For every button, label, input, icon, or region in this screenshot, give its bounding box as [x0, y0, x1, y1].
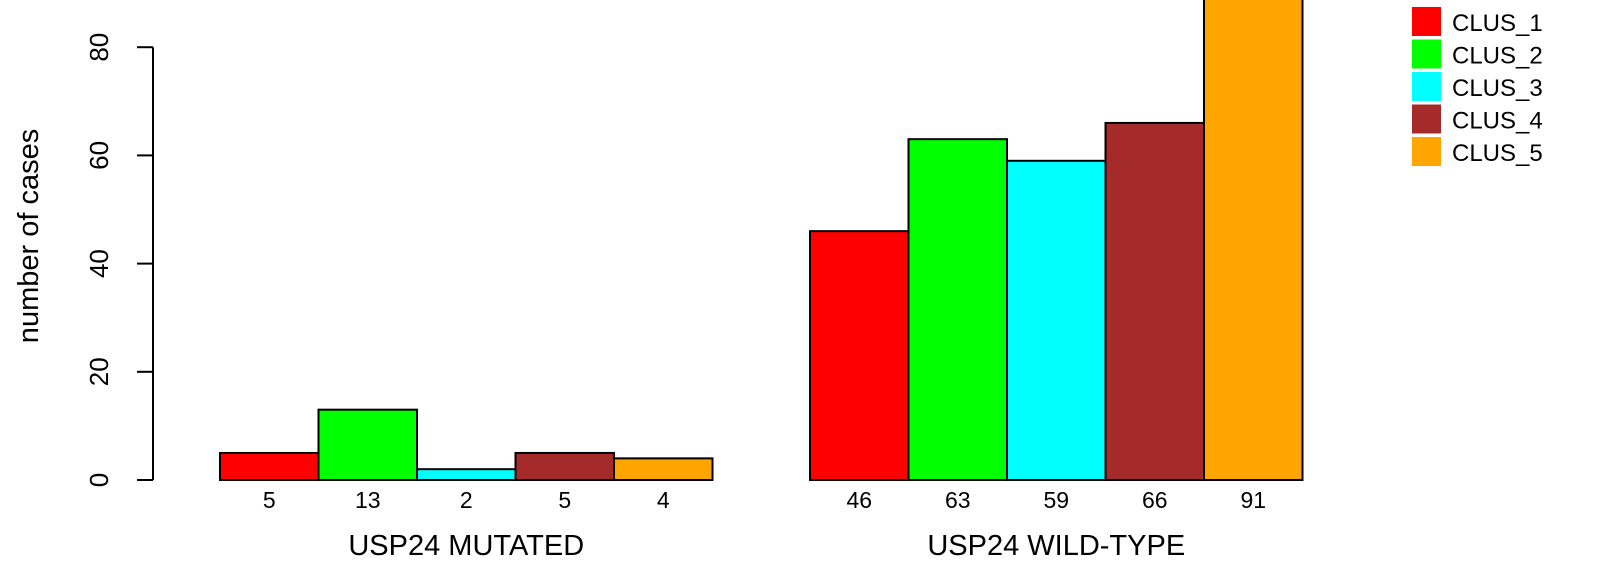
bar-usp24-mutated-clus_1 — [219, 451, 320, 482]
bar-usp24-wild-type-clus_5 — [1203, 0, 1304, 481]
bar-count-label: 63 — [945, 487, 971, 513]
bar-usp24-mutated-clus_5 — [613, 457, 714, 481]
bar-usp24-wild-type-clus_2 — [907, 138, 1008, 481]
bar-count-label: 91 — [1240, 487, 1266, 513]
group-labels: USP24 MUTATED USP24 WILD-TYPE — [348, 530, 1185, 562]
legend-swatch-clus_4 — [1412, 104, 1441, 134]
legend-swatch-clus_1 — [1412, 7, 1441, 36]
bar-usp24-mutated-clus_4 — [514, 451, 615, 482]
legend-label-clus_1: CLUS_1 — [1452, 10, 1543, 37]
count-labels: 5 13 2 5 4 46 63 59 66 91 — [263, 487, 1266, 513]
legend-label-clus_5: CLUS_5 — [1452, 140, 1543, 167]
y-tick-label: 40 — [84, 249, 114, 278]
y-axis-title: number of cases — [13, 129, 45, 343]
group-label: USP24 WILD-TYPE — [927, 530, 1185, 562]
legend-swatch-clus_5 — [1412, 137, 1441, 166]
bar-count-label: 59 — [1043, 487, 1069, 513]
bar-count-label: 5 — [558, 487, 571, 513]
bar-count-label: 5 — [263, 487, 276, 513]
legend: CLUS_1 CLUS_2 CLUS_3 CLUS_4 CLUS_5 — [1412, 7, 1543, 167]
bar-count-label: 13 — [355, 487, 381, 513]
bar-count-label: 2 — [460, 487, 473, 513]
y-tick-label: 80 — [84, 33, 114, 62]
legend-swatch-clus_3 — [1412, 72, 1441, 101]
bar-count-label: 66 — [1142, 487, 1168, 513]
bar-usp24-wild-type-clus_4 — [1104, 121, 1205, 481]
bar-usp24-wild-type-clus_3 — [1006, 159, 1107, 481]
legend-label-clus_2: CLUS_2 — [1452, 43, 1543, 70]
legend-swatch-clus_2 — [1412, 39, 1441, 69]
bars — [219, 0, 1304, 482]
y-axis: 0 20 40 60 80 — [84, 33, 154, 487]
bar-usp24-wild-type-clus_1 — [809, 230, 910, 481]
y-tick-label: 0 — [84, 473, 114, 487]
bar-usp24-mutated-clus_2 — [317, 408, 418, 482]
bar-usp24-mutated-clus_3 — [416, 468, 517, 481]
y-tick-label: 20 — [84, 357, 114, 386]
bar-count-label: 46 — [846, 487, 872, 513]
y-tick-label: 60 — [84, 141, 114, 170]
legend-label-clus_3: CLUS_3 — [1452, 75, 1543, 102]
group-label: USP24 MUTATED — [348, 530, 584, 562]
legend-label-clus_4: CLUS_4 — [1452, 108, 1543, 135]
bar-count-label: 4 — [657, 487, 670, 513]
